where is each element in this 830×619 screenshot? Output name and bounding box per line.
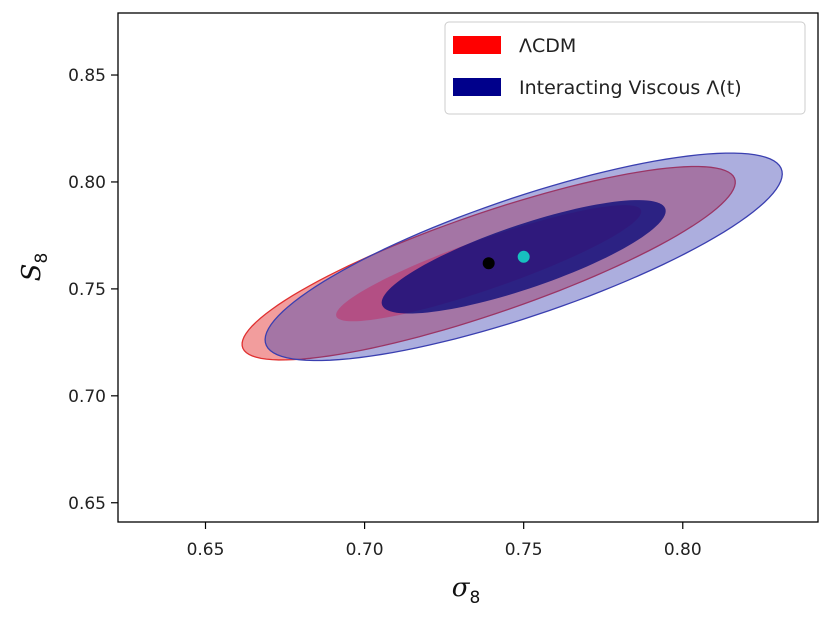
legend-swatch-lcdm bbox=[453, 36, 501, 54]
x-tick-label: 0.80 bbox=[664, 540, 702, 560]
legend: ΛCDM Interacting Viscous Λ(t) bbox=[444, 21, 806, 115]
legend-swatch-interacting-viscous bbox=[453, 78, 501, 96]
x-tick-label: 0.65 bbox=[187, 540, 225, 560]
best-fit-point-2 bbox=[517, 250, 530, 263]
legend-frame bbox=[444, 21, 806, 115]
y-tick-label: 0.65 bbox=[68, 494, 106, 514]
x-tick-label: 0.70 bbox=[346, 540, 384, 560]
y-tick-label: 0.85 bbox=[68, 66, 106, 86]
x-tick-label: 0.75 bbox=[505, 540, 543, 560]
y-tick-label: 0.75 bbox=[68, 280, 106, 300]
y-axis-ticks: 0.65 0.70 0.75 0.80 0.85 bbox=[68, 66, 118, 514]
legend-label-lcdm: ΛCDM bbox=[519, 35, 576, 57]
plot-frame bbox=[117, 12, 819, 523]
y-tick-label: 0.80 bbox=[68, 173, 106, 193]
legend-label-interacting-viscous: Interacting Viscous Λ(t) bbox=[519, 77, 742, 99]
x-axis-label: σ8 bbox=[452, 573, 481, 608]
x-axis-ticks: 0.65 0.70 0.75 0.80 bbox=[187, 522, 702, 560]
y-tick-label: 0.70 bbox=[68, 387, 106, 407]
best-fit-points bbox=[482, 250, 530, 270]
y-axis-label: S8 bbox=[17, 253, 52, 282]
best-fit-point-1 bbox=[482, 257, 495, 270]
